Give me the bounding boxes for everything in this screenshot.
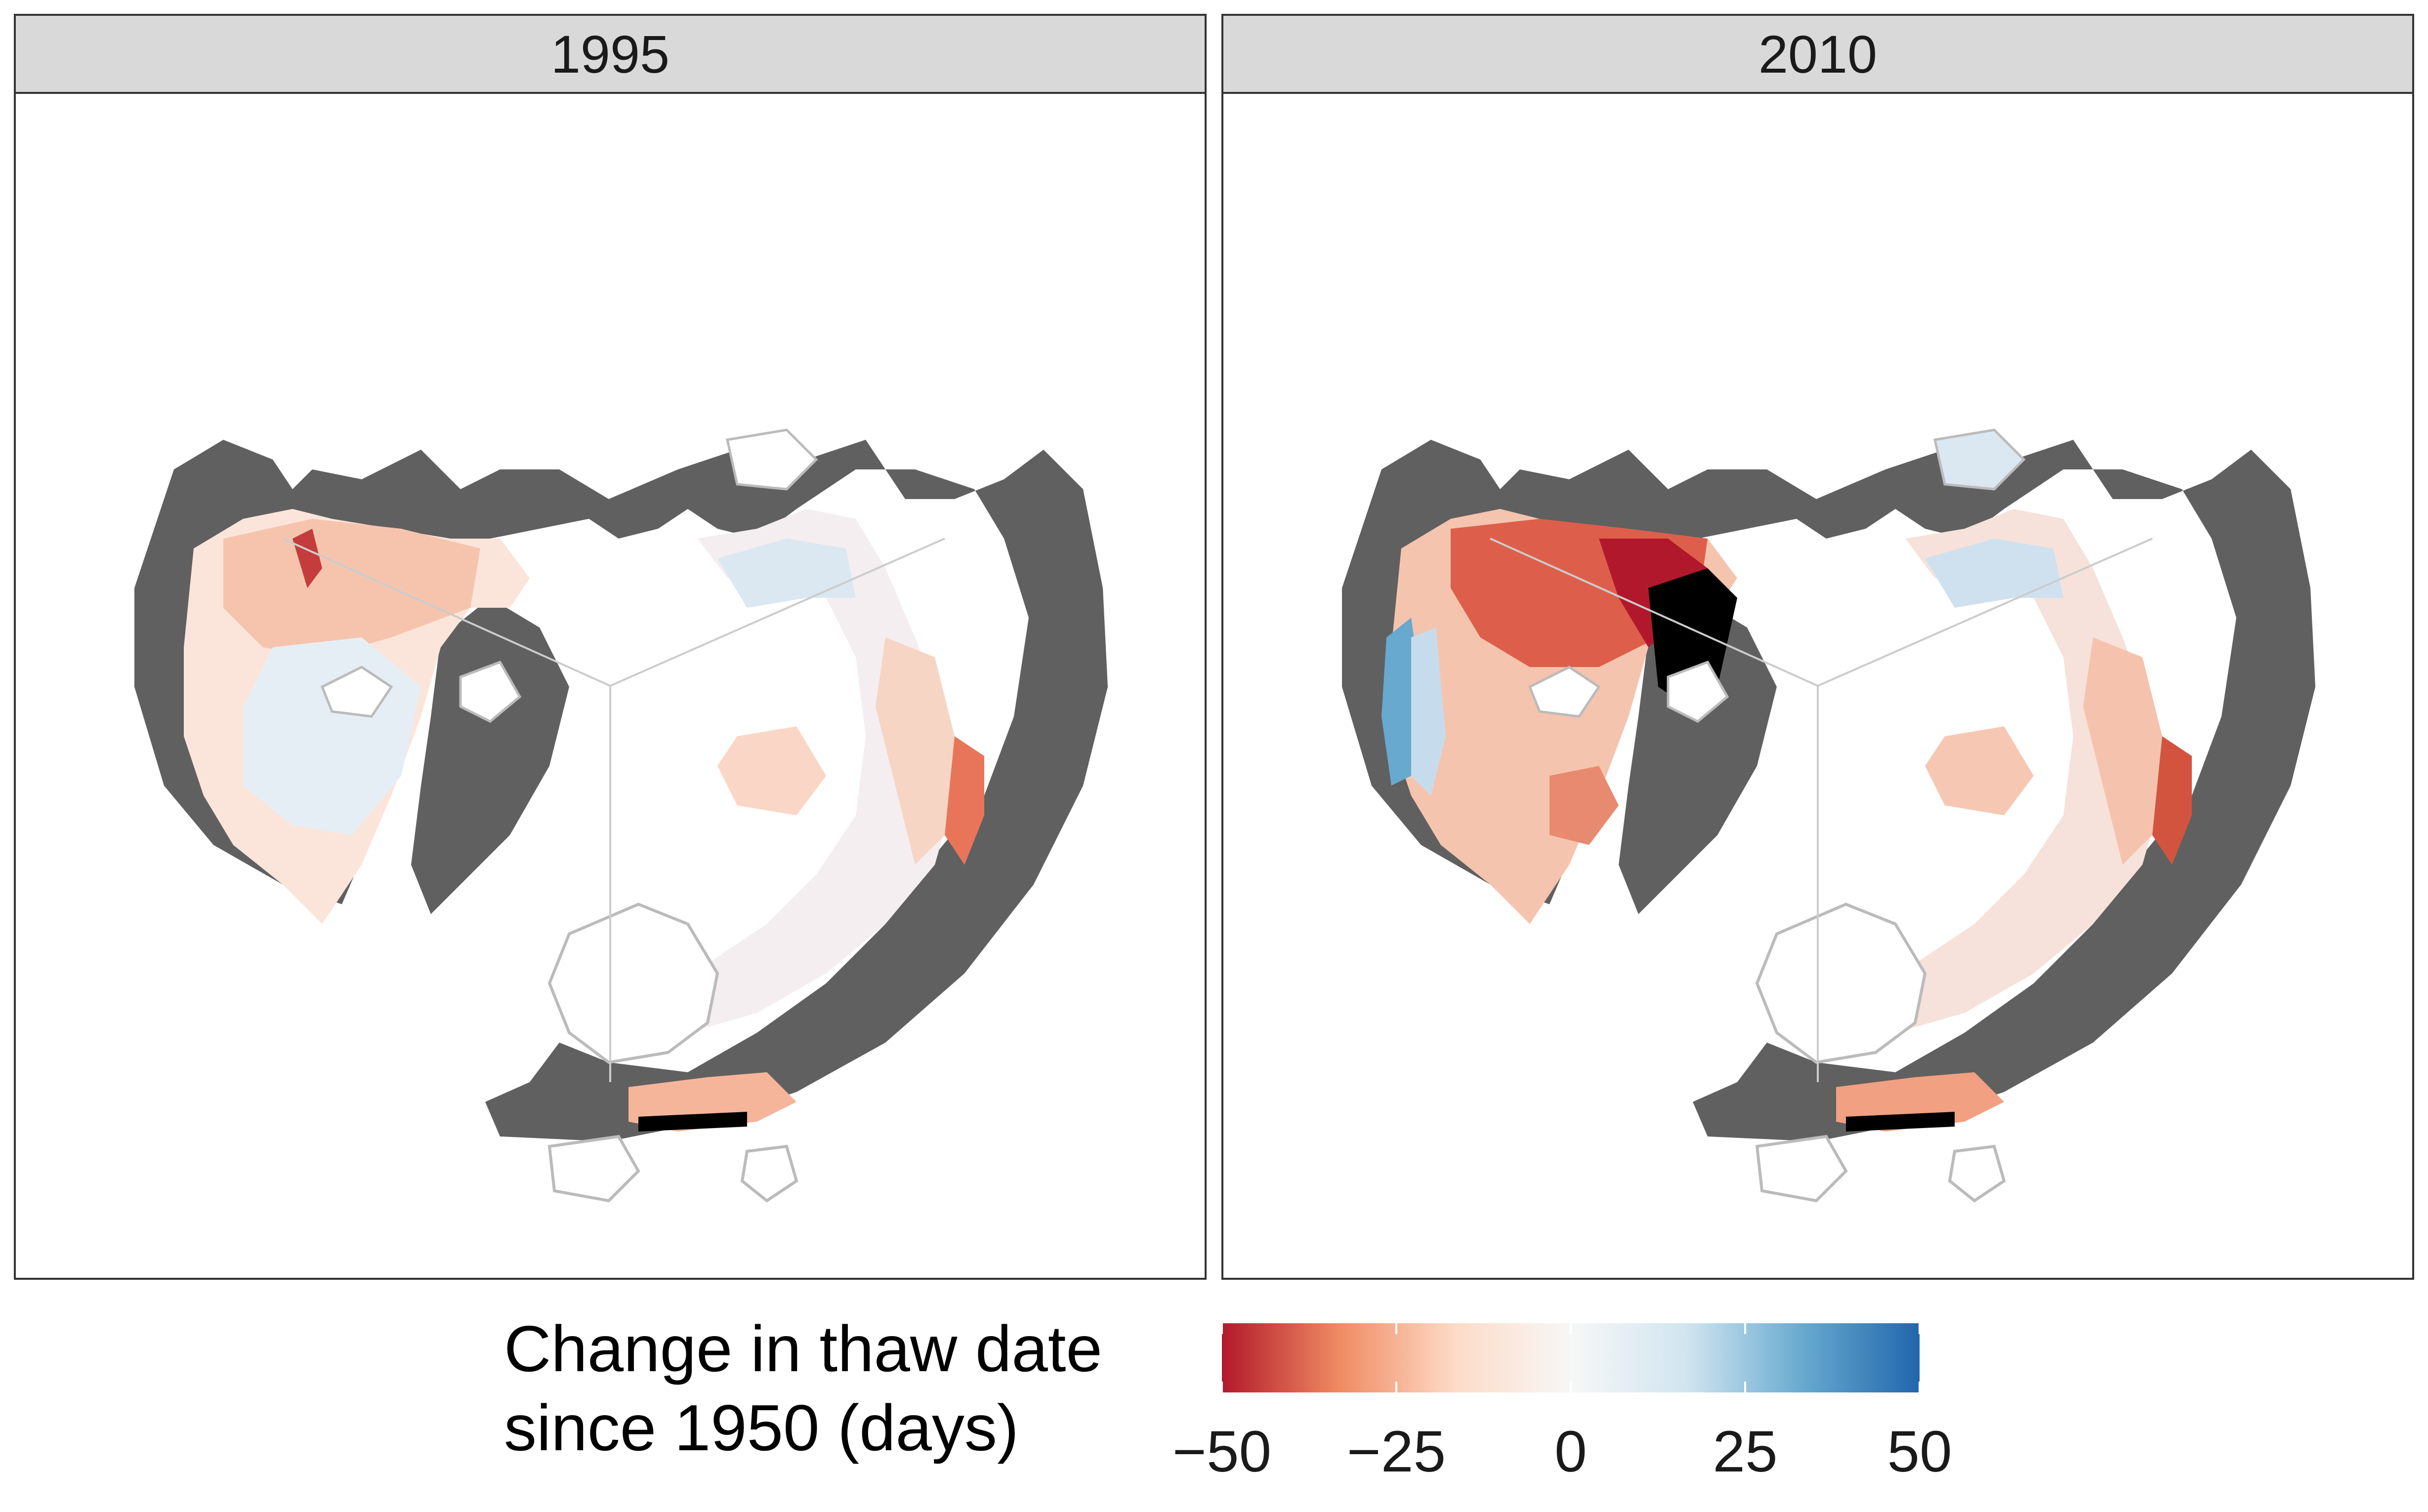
legend-tick-label: −25	[1346, 1419, 1446, 1484]
facet-label: 1995	[550, 24, 670, 84]
legend-title-line1: Change in thaw date	[504, 1312, 1102, 1385]
legend-tick-label: 50	[1887, 1419, 1952, 1484]
facet-label: 2010	[1758, 24, 1878, 84]
facet-strip: 1995	[16, 16, 1205, 94]
legend-title-line2: since 1950 (days)	[504, 1391, 1019, 1464]
legend-tick-label: 0	[1554, 1419, 1587, 1484]
facet-panel-1995: 1995	[14, 14, 1207, 1280]
legend-tick-label: 25	[1713, 1419, 1778, 1484]
thaw-map-1995	[134, 428, 1108, 1203]
facet-panel-2010: 2010	[1221, 14, 2414, 1280]
facet-strip: 2010	[1223, 16, 2412, 94]
legend-tick-label: −50	[1172, 1419, 1272, 1484]
colorbar-gradient	[1222, 1323, 1920, 1392]
thaw-map-2010	[1342, 428, 2315, 1203]
legend-title: Change in thaw date since 1950 (days)	[504, 1309, 1102, 1468]
colorbar-ticks	[1222, 1323, 1920, 1392]
legend-colorbar	[1222, 1323, 1920, 1392]
